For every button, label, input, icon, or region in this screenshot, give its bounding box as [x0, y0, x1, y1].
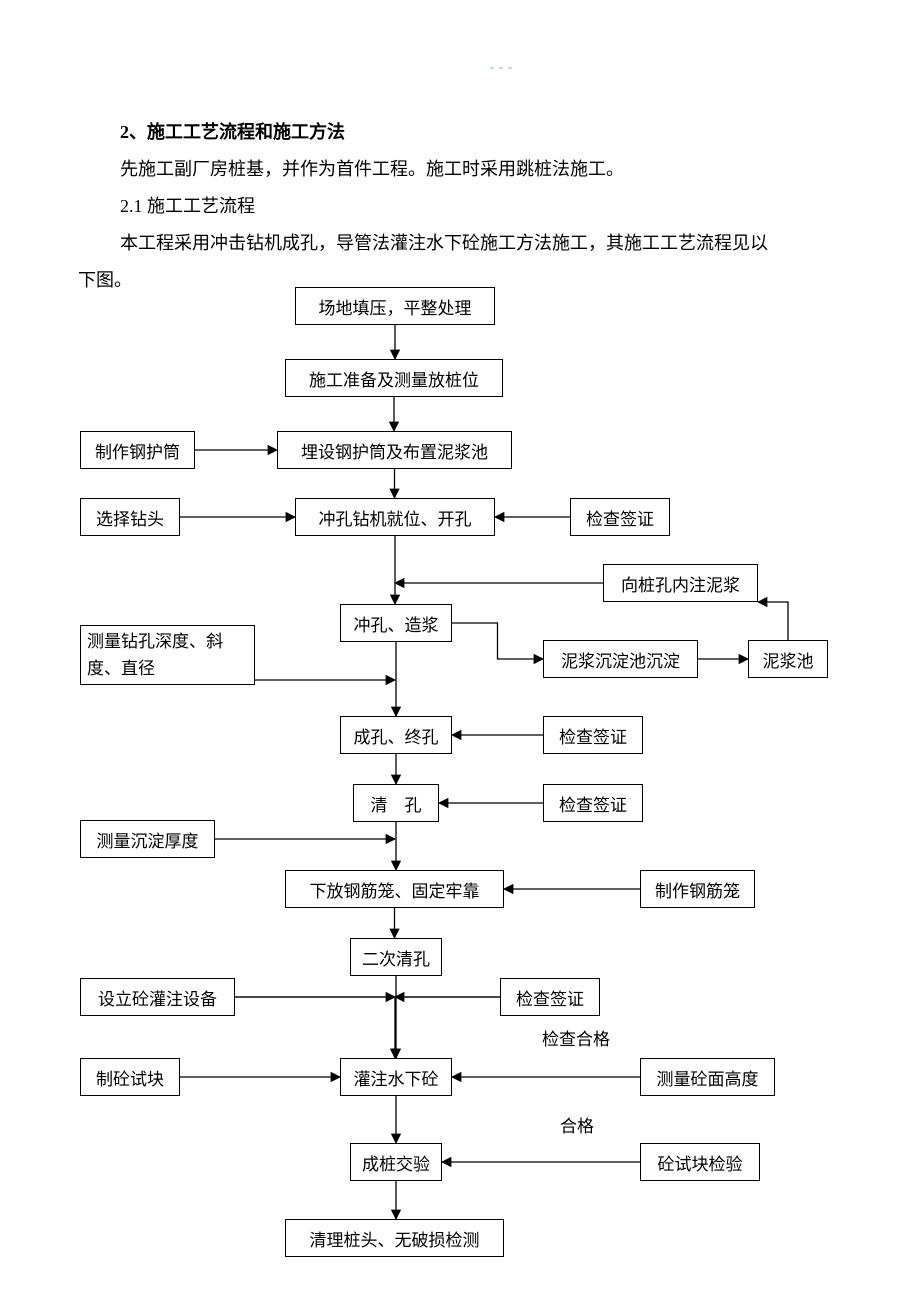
flow-node-n3: 埋设钢护筒及布置泥浆池: [277, 431, 512, 469]
flow-node-n8: 下放钢筋笼、固定牢靠: [285, 870, 504, 908]
flow-node-n4l: 选择钻头: [80, 498, 180, 536]
flow-node-n5r3: 泥浆池: [748, 640, 828, 678]
flow-node-n5: 冲孔、造浆: [340, 604, 452, 642]
flow-node-n7: 清 孔: [353, 784, 439, 822]
flow-node-n5r1: 向桩孔内注泥浆: [603, 564, 758, 602]
flow-node-n9r: 检查签证: [500, 978, 600, 1016]
flow-node-n10r: 测量砼面高度: [640, 1058, 775, 1096]
flow-node-n4r: 检查签证: [570, 498, 670, 536]
flow-node-n12: 清理桩头、无破损检测: [285, 1219, 504, 1257]
flow-node-n10: 灌注水下砼: [340, 1058, 452, 1096]
flow-node-n4: 冲孔钻机就位、开孔: [295, 498, 495, 536]
edge-label: 检查合格: [542, 1025, 610, 1050]
flow-node-n3l: 制作钢护筒: [80, 431, 195, 469]
flow-node-n7l: 测量沉淀厚度: [80, 820, 215, 858]
flow-node-n7r: 检查签证: [543, 784, 643, 822]
flow-node-n10l: 制砼试块: [80, 1058, 180, 1096]
flow-node-n8r: 制作钢筋笼: [640, 870, 755, 908]
flow-node-n9: 二次清孔: [350, 938, 442, 976]
flow-node-n9l: 设立砼灌注设备: [80, 978, 235, 1016]
flow-node-n11: 成桩交验: [350, 1143, 442, 1181]
flow-node-n11r: 砼试块检验: [640, 1143, 760, 1181]
flow-node-n5r2: 泥浆沉淀池沉淀: [543, 640, 698, 678]
flow-node-n1: 场地填压，平整处理: [295, 287, 495, 325]
flow-node-n6r: 检查签证: [543, 716, 643, 754]
edge-label: 合格: [560, 1112, 594, 1137]
flow-node-n5l: 测量钻孔深度、斜度、直径: [80, 625, 255, 685]
flow-node-n6: 成孔、终孔: [340, 716, 452, 754]
flow-node-n2: 施工准备及测量放桩位: [285, 359, 503, 397]
